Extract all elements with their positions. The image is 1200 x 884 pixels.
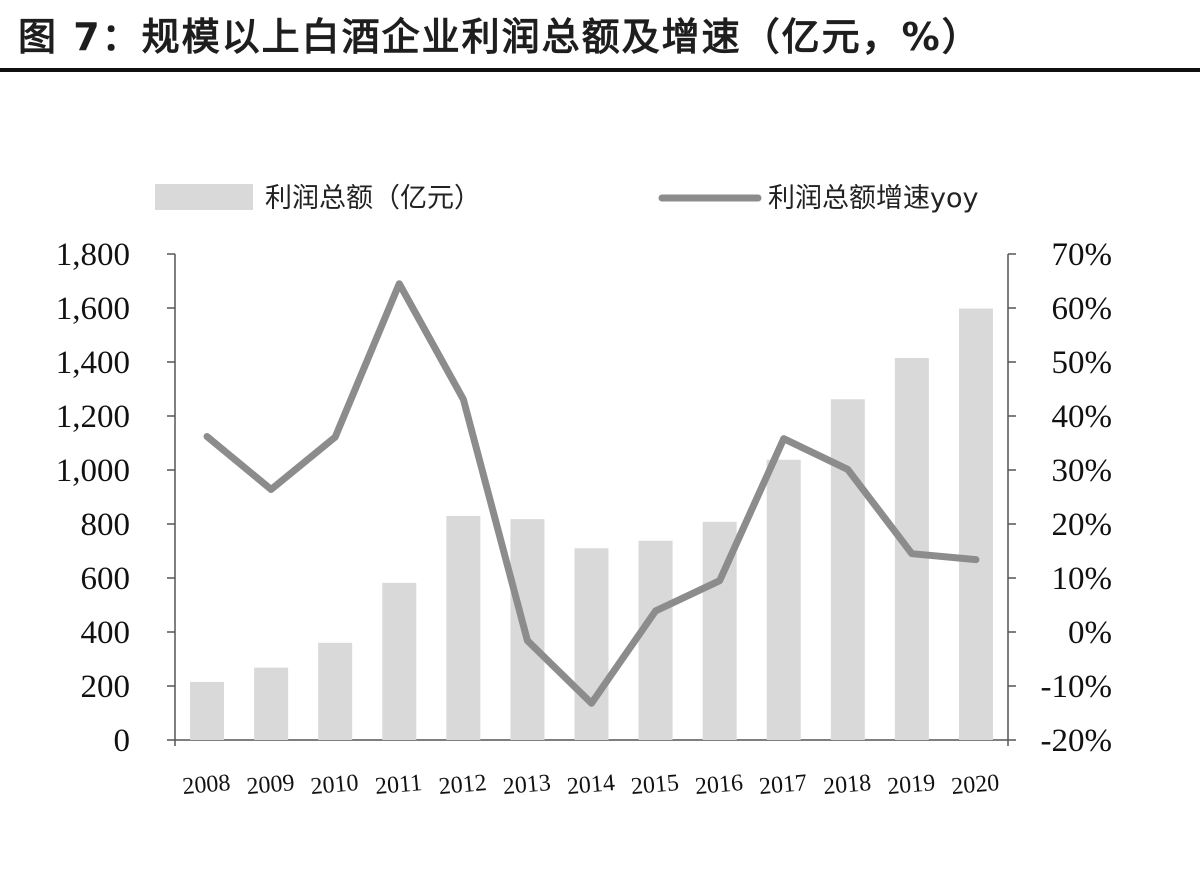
point-growth-2012 [461, 397, 466, 402]
x-tick-label: 2013 [502, 770, 552, 800]
bar-profit-2020 [958, 308, 993, 740]
legend-swatch-profit [155, 184, 253, 210]
y-right-tick-label: 0% [1068, 615, 1112, 651]
x-tick-label: 2018 [822, 770, 872, 800]
y-left-tick-label: 1,000 [56, 453, 130, 489]
y-left-tick-label: 0 [114, 723, 131, 759]
point-growth-2011 [397, 281, 402, 286]
y-left-tick-label: 600 [81, 561, 131, 597]
point-growth-2013 [525, 638, 530, 643]
point-growth-2010 [333, 435, 338, 440]
x-tick-label: 2010 [310, 770, 360, 800]
y-left-tick-label: 800 [81, 507, 131, 543]
point-growth-2009 [269, 487, 274, 492]
y-right-tick-label: 70% [1052, 237, 1113, 273]
point-growth-2020 [973, 557, 978, 562]
x-tick-label: 2016 [694, 770, 744, 800]
y-right-tick-label: -20% [1041, 723, 1112, 759]
bar-profit-2012 [446, 515, 481, 740]
x-tick-label: 2015 [630, 770, 680, 800]
y-left-tick-label: 1,200 [56, 399, 130, 435]
x-tick-label: 2008 [181, 770, 231, 800]
bar-profit-2017 [766, 459, 801, 740]
y-right-tick-label: -10% [1041, 669, 1112, 705]
bar-profit-2011 [382, 582, 417, 740]
x-tick-label: 2019 [886, 770, 936, 800]
x-tick-label: 2014 [566, 770, 616, 800]
bar-profit-2010 [318, 642, 353, 740]
legend-label-profit: 利润总额（亿元） [265, 183, 481, 214]
point-growth-2018 [845, 467, 850, 472]
y-left-tick-label: 1,400 [56, 345, 130, 381]
y-right-tick-label: 30% [1052, 453, 1113, 489]
bar-profit-2014 [574, 548, 609, 740]
x-tick-label: 2017 [758, 770, 808, 800]
y-left-tick-label: 400 [81, 615, 131, 651]
point-growth-2015 [653, 608, 658, 613]
y-right-tick-label: 50% [1052, 345, 1113, 381]
point-growth-2014 [589, 701, 594, 706]
point-growth-2008 [205, 434, 210, 439]
y-left-tick-label: 1,800 [56, 237, 130, 273]
bar-profit-2009 [254, 667, 289, 740]
bar-profit-2015 [638, 540, 673, 740]
y-right-tick-label: 20% [1052, 507, 1113, 543]
x-tick-label: 2020 [950, 770, 1000, 800]
x-tick-label: 2012 [438, 770, 488, 800]
y-right-tick-label: 60% [1052, 291, 1113, 327]
x-tick-label: 2009 [245, 770, 295, 800]
chart-title: 图 7：规模以上白酒企业利润总额及增速（亿元，%） [18, 15, 982, 59]
y-right-tick-label: 10% [1052, 561, 1113, 597]
point-growth-2019 [909, 551, 914, 556]
y-right-tick-label: 40% [1052, 399, 1113, 435]
point-growth-2017 [781, 436, 786, 441]
y-left-tick-label: 1,600 [56, 291, 130, 327]
y-left-tick-label: 200 [81, 669, 131, 705]
point-growth-2016 [717, 578, 722, 583]
bar-profit-2008 [190, 681, 225, 740]
x-tick-label: 2011 [374, 770, 423, 800]
bar-profit-2018 [830, 399, 865, 740]
title-rule [0, 68, 1200, 72]
legend-label-growth: 利润总额增速yoy [768, 183, 978, 214]
